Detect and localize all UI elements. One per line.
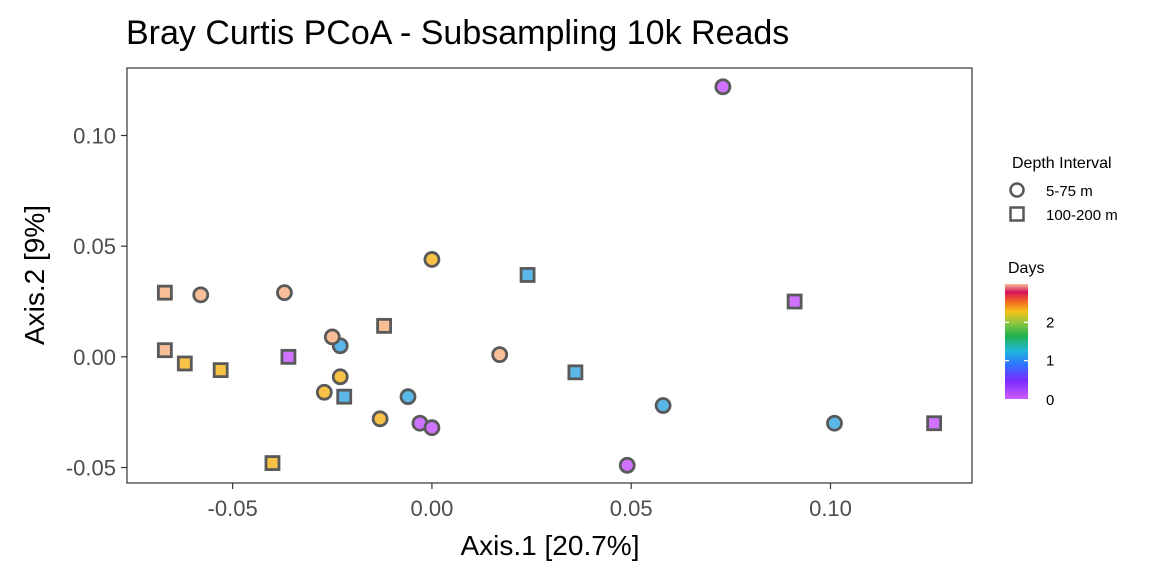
- scatter-point-circle: [315, 383, 333, 401]
- scatter-point-square: [156, 342, 173, 359]
- scatter-point-square: [280, 348, 297, 365]
- y-tick-label: -0.05: [66, 456, 116, 481]
- scatter-point-square: [156, 284, 173, 301]
- scatter-point-circle: [399, 388, 417, 406]
- scatter-point-square: [926, 415, 943, 432]
- scatter-point-circle: [323, 328, 341, 346]
- legend: Depth Interval 5-75 m 100-200 m Days 2 1 0: [1005, 155, 1118, 409]
- scatter-point-circle: [371, 410, 389, 428]
- scatter-point-square: [336, 388, 353, 405]
- y-tick-label: 0.10: [73, 124, 116, 149]
- scatter-point-circle: [423, 419, 441, 437]
- days-colorbar: [1005, 284, 1028, 399]
- legend-depth-label-shallow: 5-75 m: [1046, 183, 1093, 200]
- y-axis-title: Axis.2 [9%]: [19, 205, 50, 345]
- chart-title: Bray Curtis PCoA - Subsampling 10k Reads: [126, 14, 789, 52]
- scatter-point-circle: [192, 286, 210, 304]
- scatter-point-square: [376, 317, 392, 334]
- scatter-point-circle: [491, 346, 509, 364]
- x-tick-label: -0.05: [208, 496, 258, 521]
- legend-depth-title: Depth Interval: [1012, 155, 1112, 172]
- y-tick-label: 0.05: [73, 234, 116, 259]
- legend-circle-symbol: [1009, 182, 1025, 198]
- legend-square-symbol: [1009, 206, 1025, 222]
- scatter-point-circle: [714, 78, 732, 96]
- scatter-point-circle: [654, 397, 672, 414]
- y-tick-label: 0.00: [73, 345, 116, 370]
- scatter-point-square: [176, 355, 193, 372]
- scatter-point-circle: [826, 414, 843, 432]
- x-axis: -0.05 0.00 0.05 0.10: [208, 483, 852, 521]
- scatter-point-square: [786, 293, 803, 310]
- y-axis: -0.05 0.00 0.05 0.10: [66, 124, 127, 481]
- colorbar-tick-label: 0: [1046, 392, 1054, 409]
- colorbar-ticks: 2 1 0: [1005, 314, 1054, 409]
- data-points: [156, 78, 943, 474]
- scatter-point-square: [567, 364, 584, 381]
- legend-depth-label-deep: 100-200 m: [1046, 207, 1118, 224]
- scatter-point-square: [519, 267, 536, 283]
- plot-panel: [126, 67, 973, 484]
- scatter-point-circle: [618, 456, 636, 474]
- x-tick-label: 0.10: [809, 496, 852, 521]
- legend-days-title: Days: [1008, 260, 1044, 277]
- colorbar-tick-label: 1: [1046, 353, 1054, 370]
- scatter-point-square: [212, 362, 229, 379]
- x-axis-title: Axis.1 [20.7%]: [461, 530, 640, 561]
- scatter-point-circle: [276, 284, 293, 302]
- x-tick-label: 0.05: [610, 496, 653, 521]
- scatter-point-square: [264, 455, 281, 471]
- x-tick-label: 0.00: [411, 496, 454, 521]
- scatter-point-circle: [423, 251, 441, 268]
- colorbar-tick-label: 2: [1046, 314, 1054, 331]
- scatter-point-circle: [331, 368, 349, 386]
